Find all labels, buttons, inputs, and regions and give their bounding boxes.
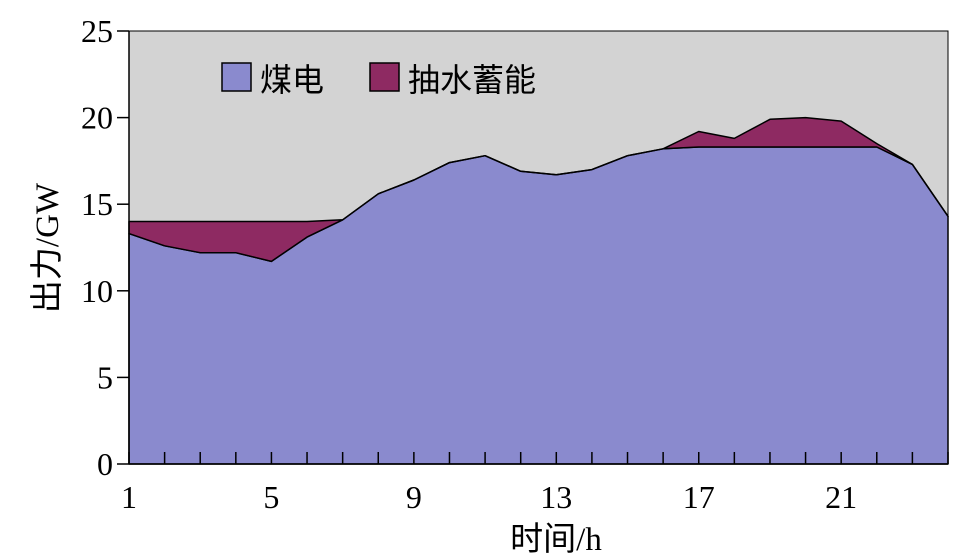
x-tick-label: 9 — [406, 479, 422, 515]
x-tick-label: 13 — [540, 479, 572, 515]
y-axis-title: 出力/GW — [29, 182, 66, 313]
legend-label-coal: 煤电 — [260, 62, 324, 98]
y-tick-label: 20 — [81, 100, 113, 136]
x-tick-label: 21 — [825, 479, 857, 515]
x-tick-label: 5 — [263, 479, 279, 515]
y-tick-label: 15 — [81, 186, 113, 222]
legend-swatch-pumped-storage — [369, 62, 400, 92]
x-ticks-group: 1 5 9 13 17 21 — [121, 452, 949, 515]
x-tick-label: 1 — [121, 479, 137, 515]
pumped-storage-area — [128, 116, 949, 263]
legend-label-pumped-storage: 抽水蓄能 — [408, 62, 536, 98]
x-tick-label: 17 — [683, 479, 715, 515]
y-tick-label: 10 — [81, 273, 113, 309]
y-tick-label: 0 — [97, 446, 113, 482]
y-tick-label: 25 — [81, 13, 113, 49]
y-tick-label: 5 — [97, 359, 113, 395]
legend-swatch-coal — [221, 62, 252, 92]
axes-group — [128, 31, 948, 465]
legend: 煤电 抽水蓄能 — [221, 62, 536, 98]
x-axis-title: 时间/h — [510, 522, 602, 558]
y-ticks-group: 0 5 10 15 20 25 — [81, 13, 129, 482]
